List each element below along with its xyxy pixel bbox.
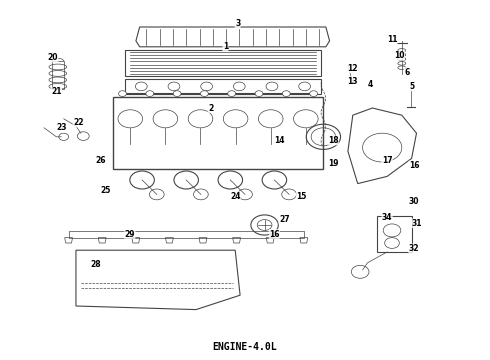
Text: 27: 27 [279,215,290,224]
Circle shape [173,91,181,96]
Text: 20: 20 [48,53,58,62]
Text: 31: 31 [411,219,422,228]
Text: 26: 26 [95,156,106,165]
Text: 15: 15 [296,192,307,201]
Text: 18: 18 [328,136,339,145]
Text: 17: 17 [382,156,392,165]
Text: 25: 25 [100,186,111,195]
Text: 28: 28 [90,260,101,269]
Text: 22: 22 [73,118,84,127]
Text: 23: 23 [56,123,67,132]
Text: 5: 5 [409,82,414,91]
Circle shape [119,91,126,96]
Text: ENGINE-4.0L: ENGINE-4.0L [213,342,277,352]
Text: 34: 34 [382,213,392,222]
Circle shape [146,91,154,96]
Circle shape [282,91,290,96]
Text: 14: 14 [274,136,285,145]
Text: 6: 6 [404,68,409,77]
Text: 32: 32 [409,244,419,253]
Text: 21: 21 [51,87,62,96]
Text: 19: 19 [328,159,339,168]
Text: 1: 1 [223,42,228,51]
Circle shape [255,91,263,96]
Text: 16: 16 [409,161,419,170]
Circle shape [200,91,208,96]
Text: 4: 4 [368,80,372,89]
Text: 29: 29 [124,230,135,239]
Text: 16: 16 [269,230,280,239]
Text: 2: 2 [208,104,213,113]
Circle shape [228,91,236,96]
Text: 13: 13 [347,77,358,86]
Text: 11: 11 [387,35,397,44]
Text: 10: 10 [394,51,405,60]
Text: 3: 3 [235,19,240,28]
Text: 30: 30 [409,197,419,206]
Text: 24: 24 [230,192,241,201]
Text: 12: 12 [347,64,358,73]
Circle shape [310,91,318,96]
